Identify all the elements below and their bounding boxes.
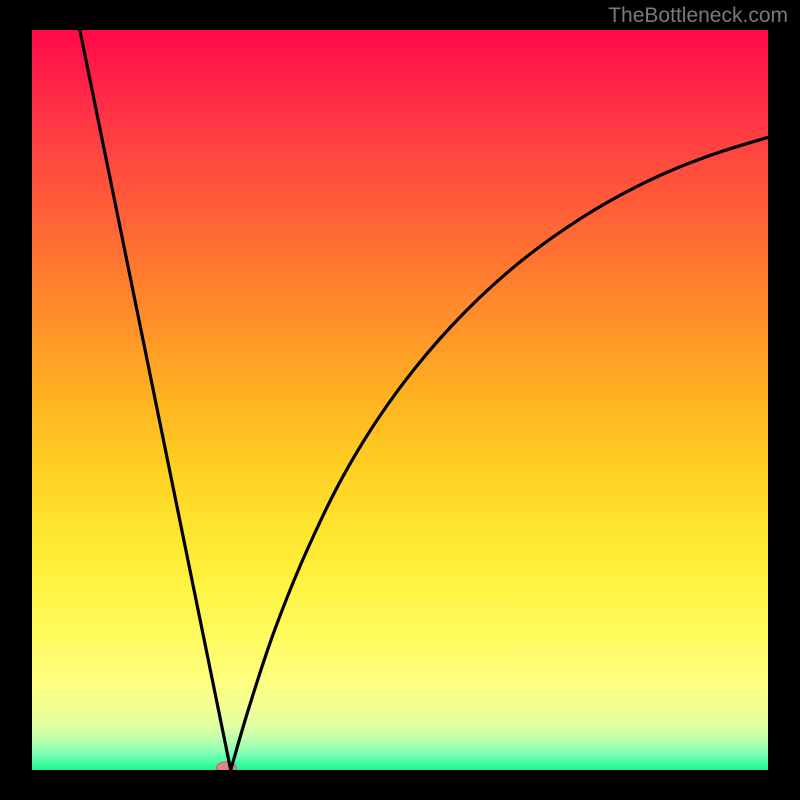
gradient-background (32, 30, 768, 770)
bottleneck-plot (32, 30, 768, 770)
watermark-text: TheBottleneck.com (608, 4, 788, 28)
plot-svg (32, 30, 768, 770)
